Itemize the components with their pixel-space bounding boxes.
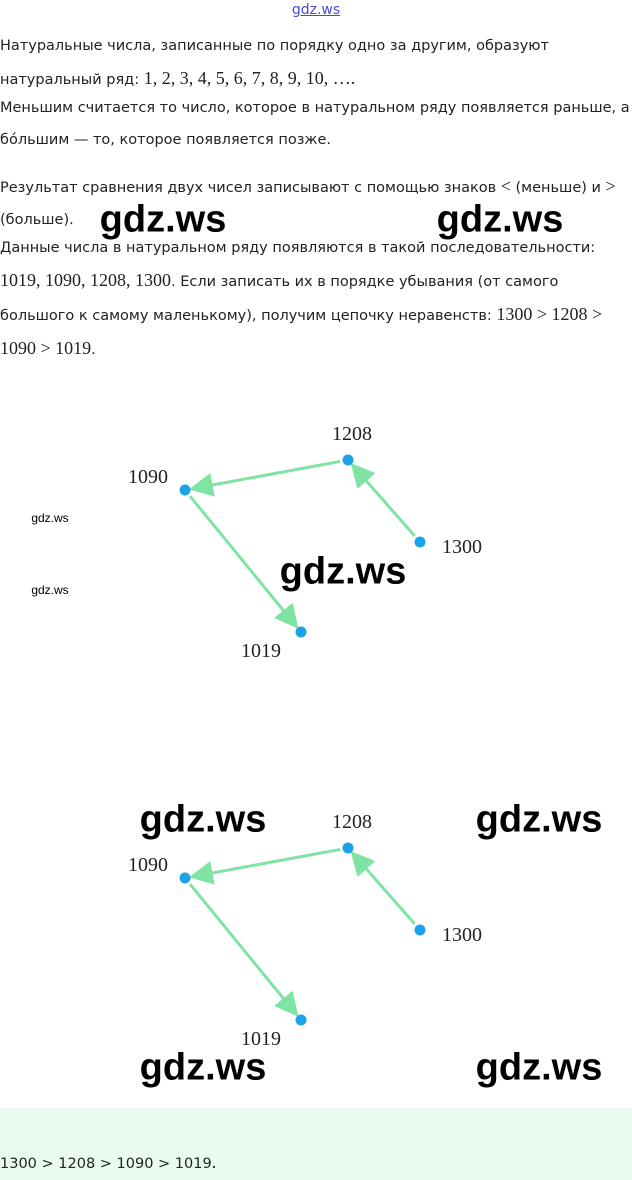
node-label: 1300 xyxy=(442,924,482,946)
paragraph: Меньшим считается то число, которое в на… xyxy=(0,92,632,156)
arrow xyxy=(350,851,416,925)
node-label: 1300 xyxy=(442,536,482,558)
node xyxy=(179,484,191,496)
watermark: gdz.ws xyxy=(31,583,69,597)
math: > xyxy=(605,176,616,196)
node xyxy=(295,1014,307,1026)
node-label: 1090 xyxy=(128,854,168,876)
node xyxy=(179,872,191,884)
watermark: gdz.ws xyxy=(31,511,69,525)
watermark: gdz.ws xyxy=(475,798,603,841)
diagram: 1208 1090 1300 1019 xyxy=(128,423,482,662)
arrow xyxy=(350,463,416,537)
text: (меньше) и xyxy=(510,180,606,196)
text: Натуральные числа, записанные по порядку… xyxy=(0,38,549,88)
answer: 1300 > 1208 > 1090 > 1019. xyxy=(0,1146,632,1180)
node xyxy=(342,454,354,466)
math: 1300 > 1208 > 1090 > 1019 xyxy=(0,304,603,358)
math: . xyxy=(211,1152,217,1172)
header-link[interactable]: gdz.ws xyxy=(291,2,341,18)
diagram: 1208 1090 1300 1019 xyxy=(128,811,482,1050)
arrow xyxy=(188,883,299,1017)
node xyxy=(414,924,426,936)
math: 1, 2, 3, 4, 5, 6, 7, 8, 9, 10, …. xyxy=(143,68,356,88)
node-label: 1019 xyxy=(241,640,281,662)
watermark: gdz.ws xyxy=(475,1046,603,1089)
watermark: gdz.ws xyxy=(279,550,407,593)
node xyxy=(342,842,354,854)
arrow xyxy=(188,847,341,885)
paragraph: Данные числа в натуральном ряду появляют… xyxy=(0,232,632,366)
watermark: gdz.ws xyxy=(99,198,227,241)
text: . xyxy=(91,342,96,358)
node-label: 1090 xyxy=(128,466,168,488)
watermark: gdz.ws xyxy=(139,1046,267,1089)
math: < xyxy=(500,176,511,196)
arrow xyxy=(188,459,341,497)
paragraph: Натуральные числа, записанные по порядку… xyxy=(0,30,632,96)
node xyxy=(295,626,307,638)
watermark: gdz.ws xyxy=(139,798,267,841)
text: Данные числа в натуральном ряду появляют… xyxy=(0,240,596,256)
arrow xyxy=(188,495,299,629)
text: Меньшим считается то число, которое в на… xyxy=(0,100,630,148)
answer-box: 1300 > 1208 > 1090 > 1019. xyxy=(0,1108,632,1180)
node-label: 1019 xyxy=(241,1028,281,1050)
text: (больше). xyxy=(0,212,74,228)
text: Результат сравнения двух чисел записываю… xyxy=(0,180,501,196)
node-label: 1208 xyxy=(332,423,372,445)
math: 1019, 1090, 1208, 1300 xyxy=(0,270,171,290)
node xyxy=(414,536,426,548)
text: . Если записать их в порядке убывания (о… xyxy=(0,274,559,324)
node-label: 1208 xyxy=(332,811,372,833)
text: 1300 > 1208 > 1090 > 1019 xyxy=(0,1156,212,1172)
paragraph: Результат сравнения двух чисел записываю… xyxy=(0,170,632,236)
watermark: gdz.ws xyxy=(436,198,564,241)
